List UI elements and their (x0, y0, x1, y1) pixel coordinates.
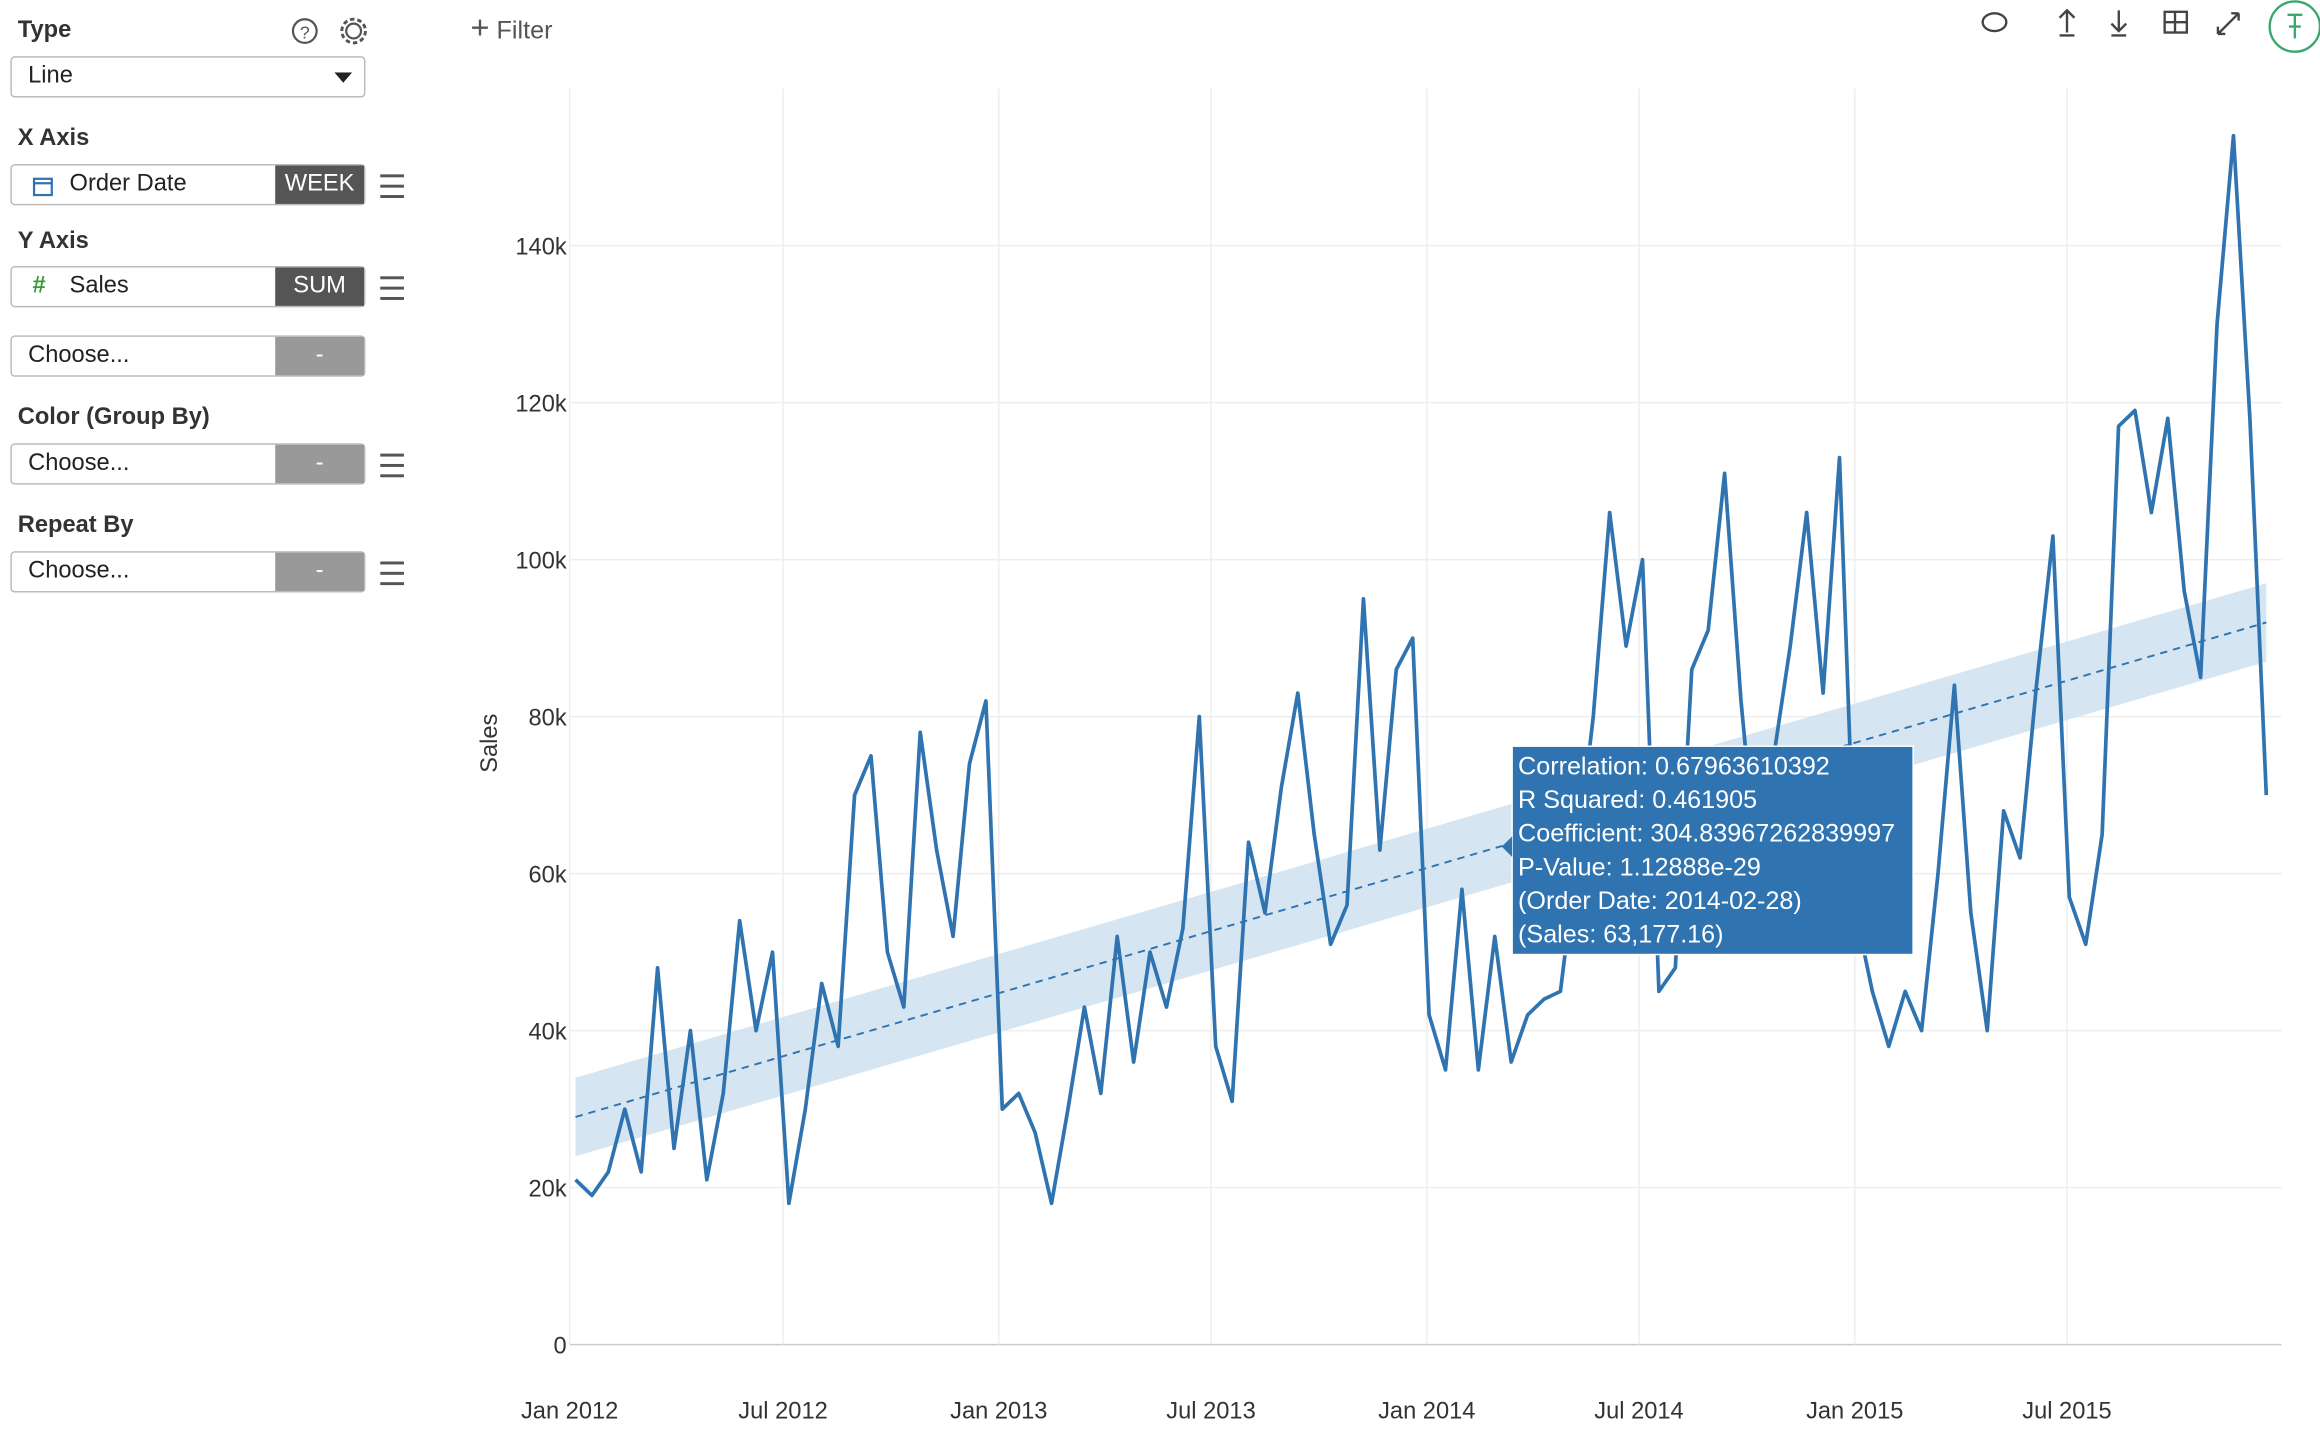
type-value: Line (28, 63, 73, 89)
type-select[interactable]: Line (10, 56, 366, 98)
x-tick-label: Jan 2014 (1378, 1399, 1475, 1425)
y-tick-label: 40k (529, 1020, 567, 1046)
x-tick-label: Jul 2014 (1594, 1399, 1683, 1425)
repeat-field-name: Choose... (28, 558, 130, 584)
x-axis-label: X Axis (17, 125, 90, 151)
y-tick-label: 20k (529, 1177, 567, 1203)
tooltip-line: (Order Date: 2014-02-28) (1518, 887, 1802, 915)
y-axis-title: Sales (477, 714, 503, 773)
y-tick-label: 120k (515, 392, 566, 418)
plus-icon: + (470, 8, 490, 46)
y-tick-label: 100k (515, 549, 566, 575)
color-field[interactable]: Choose... - (10, 443, 366, 485)
tooltip-line: P-Value: 1.12888e-29 (1518, 853, 1761, 881)
tooltip-line: R Squared: 0.461905 (1518, 786, 1757, 814)
y-agg[interactable]: SUM (275, 267, 364, 306)
tooltip-line: Correlation: 0.67963610392 (1518, 752, 1830, 780)
help-settings-icons[interactable]: ? (290, 16, 379, 49)
trend-line (575, 621, 2267, 1118)
toolbar-icons[interactable] (1968, 0, 2320, 59)
menu-icon[interactable] (380, 174, 404, 198)
color-agg[interactable]: - (275, 444, 364, 484)
menu-icon[interactable] (380, 453, 404, 478)
x-field[interactable]: Order Date WEEK (10, 164, 366, 206)
x-tick-label: Jul 2015 (2022, 1399, 2111, 1425)
filter-text: Filter (496, 16, 553, 45)
filter-button[interactable]: + Filter (471, 9, 553, 47)
y-tick-label: 60k (529, 863, 567, 889)
tooltip-line: Coefficient: 304.83967262839997 (1518, 820, 1895, 848)
x-tick-label: Jan 2013 (950, 1399, 1047, 1425)
type-label: Type (17, 17, 72, 43)
y-axis-label: Y Axis (17, 229, 89, 255)
y-tick-label: 80k (529, 706, 567, 732)
y2-field-name: Choose... (28, 342, 130, 368)
x-tick-label: Jul 2013 (1166, 1399, 1255, 1425)
tooltip: Correlation: 0.67963610392 R Squared: 0.4… (1501, 745, 1914, 956)
number-icon: # (32, 273, 46, 299)
tooltip-pointer (1501, 836, 1513, 858)
y-field[interactable]: # Sales SUM (10, 265, 366, 308)
x-tick-label: Jul 2012 (738, 1399, 827, 1425)
sales-line (574, 133, 2269, 1206)
menu-icon[interactable] (380, 276, 404, 300)
y2-agg[interactable]: - (275, 336, 364, 376)
y-tick-label: 0 (554, 1333, 567, 1359)
svg-text:?: ? (300, 22, 310, 42)
y-tick-label: 140k (515, 235, 566, 261)
x-field-name: Order Date (69, 171, 187, 197)
color-field-name: Choose... (28, 450, 130, 476)
repeat-field[interactable]: Choose... - (10, 551, 366, 593)
tooltip-line: (Sales: 63,177.16) (1518, 921, 1723, 949)
x-agg[interactable]: WEEK (275, 165, 364, 204)
menu-icon[interactable] (380, 561, 404, 586)
repeat-label: Repeat By (17, 512, 134, 538)
y-field-name: Sales (69, 273, 129, 299)
x-tick-label: Jan 2015 (1806, 1399, 1903, 1425)
x-tick-label: Jan 2012 (521, 1399, 618, 1425)
y2-field[interactable]: Choose... - (10, 335, 366, 377)
repeat-agg[interactable]: - (275, 552, 364, 592)
color-label: Color (Group By) (17, 404, 210, 430)
